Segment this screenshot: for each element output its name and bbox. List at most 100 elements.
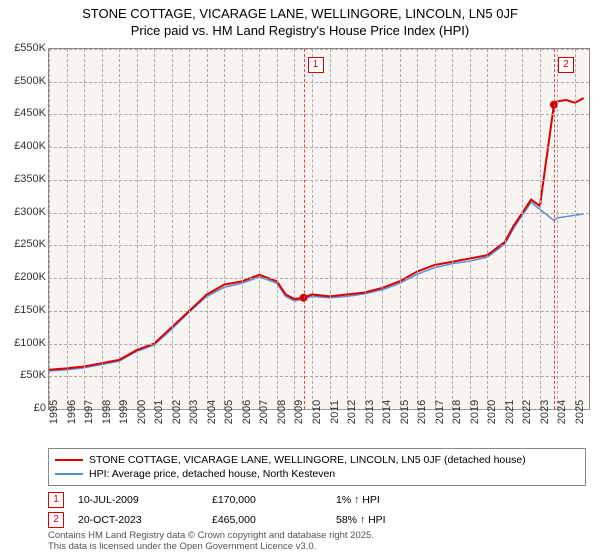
grid-v (207, 49, 208, 409)
grid-v (277, 49, 278, 409)
xtick-label: 2015 (399, 400, 411, 424)
grid-v (557, 49, 558, 409)
chart-svg (49, 49, 589, 409)
xtick-label: 2024 (556, 400, 568, 424)
grid-h (49, 147, 589, 148)
chart-title: STONE COTTAGE, VICARAGE LANE, WELLINGORE… (0, 0, 600, 40)
ytick-label: £0 (34, 402, 46, 414)
xtick-label: 2011 (329, 400, 341, 424)
xtick-label: 1995 (48, 400, 60, 424)
xtick-label: 2000 (136, 400, 148, 424)
grid-h (49, 114, 589, 115)
xtick-label: 2009 (293, 400, 305, 424)
ytick-label: £550K (14, 42, 46, 54)
xtick-label: 2016 (416, 400, 428, 424)
sale-row: 110-JUL-2009£170,0001% ↑ HPI (48, 490, 586, 510)
grid-v (487, 49, 488, 409)
xtick-label: 2020 (486, 400, 498, 424)
legend-label: STONE COTTAGE, VICARAGE LANE, WELLINGORE… (89, 454, 526, 466)
sale-row-price: £465,000 (212, 514, 322, 526)
sale-row-pct: 1% ↑ HPI (336, 494, 456, 506)
legend: STONE COTTAGE, VICARAGE LANE, WELLINGORE… (48, 448, 586, 486)
title-line-2: Price paid vs. HM Land Registry's House … (0, 23, 600, 40)
ytick-label: £100K (14, 337, 46, 349)
footer-line-1: Contains HM Land Registry data © Crown c… (48, 530, 374, 541)
xtick-label: 2013 (364, 400, 376, 424)
grid-h (49, 376, 589, 377)
sale-row-marker: 2 (48, 512, 64, 528)
plot-area: 12 (48, 48, 590, 410)
grid-v (259, 49, 260, 409)
xtick-label: 2017 (434, 400, 446, 424)
grid-v (330, 49, 331, 409)
grid-h (49, 344, 589, 345)
grid-v (522, 49, 523, 409)
grid-h (49, 82, 589, 83)
xtick-label: 2006 (241, 400, 253, 424)
ytick-label: £450K (14, 107, 46, 119)
xtick-label: 2019 (469, 400, 481, 424)
xtick-label: 2014 (381, 400, 393, 424)
grid-v (67, 49, 68, 409)
grid-v (382, 49, 383, 409)
xtick-label: 2025 (574, 400, 586, 424)
xtick-label: 2003 (188, 400, 200, 424)
grid-v (400, 49, 401, 409)
grid-v (452, 49, 453, 409)
grid-v (470, 49, 471, 409)
chart-container: STONE COTTAGE, VICARAGE LANE, WELLINGORE… (0, 0, 600, 560)
xtick-label: 2004 (206, 400, 218, 424)
grid-v (119, 49, 120, 409)
sale-vline (554, 49, 555, 409)
xtick-label: 1999 (118, 400, 130, 424)
series-line-red (49, 98, 584, 370)
xtick-label: 2008 (276, 400, 288, 424)
ytick-label: £300K (14, 206, 46, 218)
grid-v (505, 49, 506, 409)
xtick-label: 2001 (153, 400, 165, 424)
legend-swatch (55, 459, 83, 461)
ytick-label: £350K (14, 173, 46, 185)
xtick-label: 2018 (451, 400, 463, 424)
grid-v (347, 49, 348, 409)
xtick-label: 2010 (311, 400, 323, 424)
grid-h (49, 213, 589, 214)
sale-marker-box: 2 (558, 57, 574, 73)
grid-v (84, 49, 85, 409)
sale-row-pct: 58% ↑ HPI (336, 514, 456, 526)
grid-h (49, 311, 589, 312)
sale-row-date: 20-OCT-2023 (78, 514, 198, 526)
ytick-label: £400K (14, 140, 46, 152)
ytick-label: £50K (20, 369, 46, 381)
xtick-label: 2007 (258, 400, 270, 424)
grid-h (49, 245, 589, 246)
grid-v (417, 49, 418, 409)
grid-v (154, 49, 155, 409)
grid-v (102, 49, 103, 409)
xtick-label: 1997 (83, 400, 95, 424)
sale-vline (304, 49, 305, 409)
xtick-label: 2023 (539, 400, 551, 424)
legend-swatch (55, 473, 83, 475)
grid-h (49, 49, 589, 50)
xtick-label: 1996 (66, 400, 78, 424)
xtick-label: 2012 (346, 400, 358, 424)
grid-v (189, 49, 190, 409)
grid-h (49, 180, 589, 181)
xtick-label: 1998 (101, 400, 113, 424)
ytick-label: £250K (14, 238, 46, 250)
grid-v (312, 49, 313, 409)
grid-v (575, 49, 576, 409)
grid-v (435, 49, 436, 409)
title-line-1: STONE COTTAGE, VICARAGE LANE, WELLINGORE… (0, 6, 600, 23)
series-line-blue (49, 202, 584, 371)
grid-v (172, 49, 173, 409)
grid-h (49, 278, 589, 279)
grid-v (365, 49, 366, 409)
grid-v (294, 49, 295, 409)
xtick-label: 2002 (171, 400, 183, 424)
ytick-label: £150K (14, 304, 46, 316)
xtick-label: 2022 (521, 400, 533, 424)
legend-label: HPI: Average price, detached house, Nort… (89, 468, 335, 480)
footer-text: Contains HM Land Registry data © Crown c… (48, 530, 374, 553)
